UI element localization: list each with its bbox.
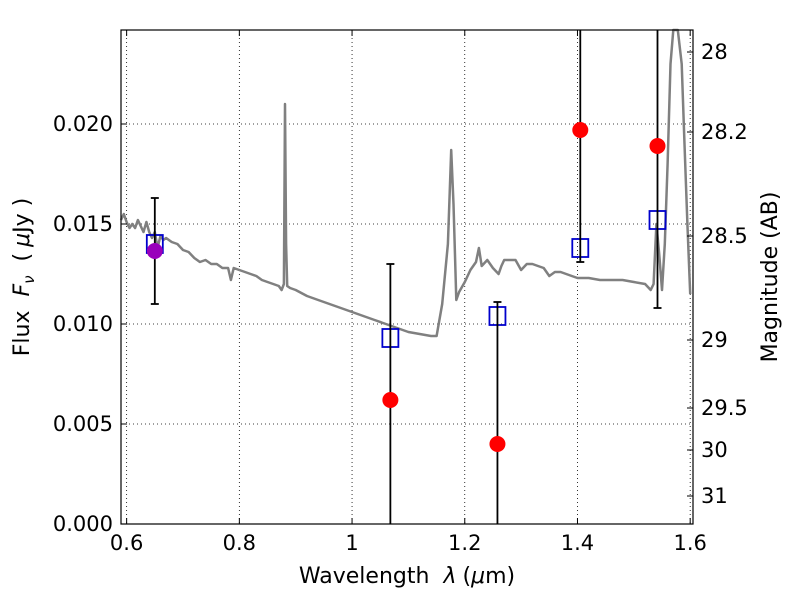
plot-frame — [120, 29, 694, 525]
x-tick-label: 0.6 — [110, 531, 143, 555]
y2-tick-label: 29 — [701, 328, 728, 352]
x-tick-label: 1 — [345, 531, 358, 555]
y2-tick-label: 29.5 — [701, 396, 748, 420]
x-tick-label: 0.8 — [223, 531, 256, 555]
y-axis-label: Flux Fν ( μJy ) — [10, 198, 38, 356]
x-tick-label: 1.6 — [673, 531, 706, 555]
y2-axis-label: Magnitude (AB) — [758, 192, 783, 363]
x-axis-label: Wavelength λ (μm) — [299, 564, 515, 589]
y-axis-label-subscript: ν — [20, 275, 38, 283]
data-point — [382, 392, 399, 408]
observed-points — [146, 30, 666, 524]
x-axis-label-mu: μ — [470, 564, 485, 589]
y-axis-label-open: ( — [10, 253, 35, 262]
data-point — [572, 122, 589, 138]
y2-tick-label: 28.2 — [701, 120, 748, 144]
y2-tick-label: 28.5 — [701, 224, 748, 248]
y2-tick-label: 28 — [701, 40, 728, 64]
x-tick-label: 1.2 — [448, 531, 481, 555]
grid — [121, 30, 693, 525]
y2-tick-label: 30 — [701, 438, 728, 462]
y-axis-label-mu: μ — [10, 233, 35, 248]
spectrum-path — [119, 28, 692, 338]
y-tick-label: 0.005 — [53, 412, 113, 436]
y-axis-label-symbol: F — [10, 284, 35, 297]
y-axis-label-text: Flux — [10, 311, 35, 357]
data-point — [489, 436, 506, 452]
x-axis-label-open: ( — [462, 564, 471, 589]
y-axis-label-unit: Jy ) — [10, 198, 35, 235]
x-axis-label-symbol: λ — [442, 564, 456, 589]
y-tick-label: 0.010 — [53, 312, 113, 336]
y2-tick-label: 31 — [701, 484, 728, 508]
data-point — [146, 243, 163, 259]
spectrum-line — [119, 28, 692, 338]
data-point — [649, 138, 666, 154]
axis-ticks: 0.6 0.8 1 1.2 1.4 1.6 0.000 0.005 0.010 0.015 0.02… — [53, 30, 748, 555]
x-tick-label: 1.4 — [561, 531, 594, 555]
y-tick-label: 0.015 — [53, 212, 113, 236]
x-axis-label-unit: m) — [485, 564, 515, 589]
x-axis-label-text: Wavelength — [299, 564, 430, 589]
y-tick-label: 0.000 — [53, 512, 113, 536]
y-tick-label: 0.020 — [53, 112, 113, 136]
